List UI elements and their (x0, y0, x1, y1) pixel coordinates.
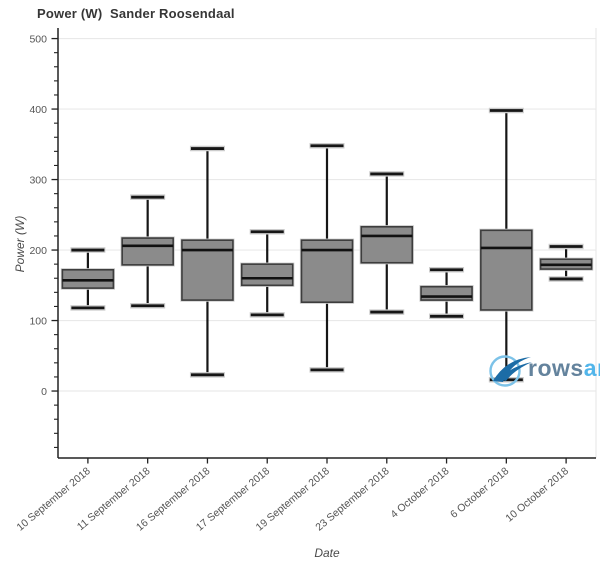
x-tick-label: 4 October 2018 (388, 465, 451, 521)
box-outline-glow (539, 257, 594, 271)
iqr-box (61, 268, 115, 289)
y-tick-label: 500 (29, 33, 47, 45)
y-tick-label: 100 (29, 315, 47, 327)
y-axis-title: Power (W) (13, 215, 27, 273)
box-outline-glow (359, 225, 414, 265)
x-tick-label: 10 October 2018 (503, 465, 571, 525)
watermark-text: rowsandall (528, 355, 600, 382)
y-tick-label: 400 (29, 104, 47, 116)
rowsandall-watermark: rowsandall (488, 350, 600, 394)
box-outline-glow (60, 268, 115, 290)
iqr-box (121, 237, 174, 266)
box-outline-glow (240, 262, 295, 287)
x-axis-title: Date (314, 546, 340, 560)
y-tick-label: 300 (29, 174, 47, 186)
box-outline-glow (180, 238, 235, 302)
y-tick-label: 200 (29, 245, 47, 257)
iqr-box (480, 229, 533, 311)
watermark-text-secondary: andall (583, 355, 600, 381)
box-outline-glow (419, 285, 474, 302)
chart-title: Power (W) Sander Roosendaal (37, 6, 235, 21)
box-outline-glow (299, 238, 355, 304)
watermark-text-primary: rows (528, 355, 584, 381)
y-tick-label: 0 (41, 386, 47, 398)
iqr-box (420, 285, 473, 301)
iqr-box (360, 225, 414, 264)
rowing-logo-icon (489, 355, 532, 387)
box-outline-glow (479, 228, 534, 312)
iqr-box (240, 263, 294, 287)
box-outline-glow (120, 236, 175, 267)
x-tick-label: 6 October 2018 (448, 465, 511, 521)
